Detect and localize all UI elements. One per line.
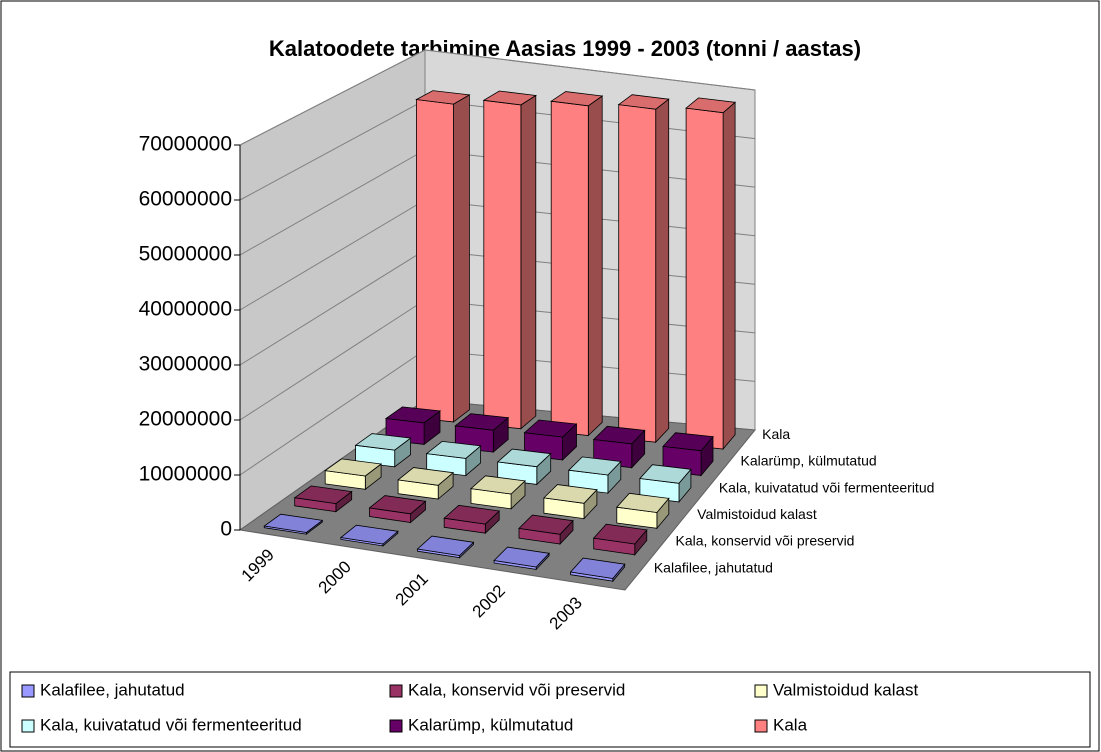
bar-side [587,95,603,437]
y-tick-label: 20000000 [139,408,232,431]
bar [425,440,482,477]
bar [415,90,471,423]
legend-label: Kala, kuivatatud või fermenteeritud [40,715,302,734]
legend-swatch [754,719,768,733]
bar [569,557,626,583]
bar [293,485,353,513]
bar-side [722,101,736,451]
bar-top [518,514,574,535]
legend-box [9,671,1091,748]
bar-top [550,91,604,107]
bar [592,523,648,556]
y-tick-label: 60000000 [139,188,232,211]
bar-front [415,99,454,423]
bar-top [416,535,475,556]
y-tick-label: 50000000 [139,243,232,266]
bar [324,458,383,491]
series-axis-label: Valmistoidud kalast [697,506,817,522]
bar-top [617,94,670,110]
y-tick-label: 70000000 [139,133,232,156]
bar-side [655,98,670,444]
bar-front [550,100,589,436]
series-axis-label: Kalafilee, jahutatud [654,559,773,575]
legend-swatch [21,684,35,698]
bar [518,514,574,546]
bar [592,425,646,469]
bar-top [339,524,399,545]
bar [550,91,604,437]
series-axis-label: Kalarümp, külmutatud [741,453,877,469]
series-axis-label: Kala, konservid või preservid [676,533,855,549]
bar-top [639,464,692,484]
bar-top [496,448,552,468]
bar [685,97,737,451]
bar-top [592,425,646,445]
bar-top [592,523,648,545]
chart-title: Kalatoodete tarbimine Aasias 1999 - 2003… [269,36,861,61]
grid-line [239,49,756,146]
legend-label: Valmistoidud kalast [773,680,918,699]
bar [368,495,427,524]
bar [416,535,475,559]
bar-side [520,94,537,430]
bar-top [397,467,455,486]
bar [543,484,598,520]
bar-top [384,406,442,424]
bar-front [618,104,657,443]
bar-front [685,107,724,450]
y-tick-label: 0 [220,518,232,541]
bar [496,448,552,486]
bar [617,94,670,444]
bar [493,546,550,571]
bar [482,90,537,430]
legend-label: Kala, konservid või preservid [408,680,625,699]
bar-top [443,504,501,525]
bar [354,433,412,468]
bar-top [569,557,626,579]
bar-front [483,99,522,430]
legend-swatch [389,684,403,698]
series-axis-label: Kala [762,426,790,442]
bar [639,464,692,504]
legend-label: Kala [773,715,808,734]
series-axis-label: Kala, kuivatatud või fermenteeritud [719,479,935,495]
legend-swatch [754,684,768,698]
bar [397,467,455,500]
bar-top [415,90,471,105]
bar-top [454,413,510,431]
y-tick-label: 40000000 [139,298,232,321]
y-tick-label: 10000000 [139,463,232,486]
bar-top [470,475,526,495]
bar-top [263,513,324,533]
legend-swatch [389,719,403,733]
bar-top [543,484,598,504]
bar-top [293,485,353,505]
bar-top [523,419,578,438]
bar [339,524,399,547]
bar [470,475,526,510]
legend-swatch [21,719,35,733]
legend-label: Kalafilee, jahutatud [40,680,185,699]
legend-label: Kalarümp, külmutatud [408,715,573,734]
bar [443,504,501,535]
bar-top [354,433,412,451]
bar-top [662,432,714,452]
bar-top [615,492,670,513]
bar-top [425,440,482,459]
bar-top [685,97,737,114]
bar-top [324,458,383,477]
bar-top [368,495,427,515]
bar-top [482,90,537,106]
y-tick-label: 30000000 [139,353,232,376]
bar-side [453,94,470,423]
bar-top [567,456,622,476]
bar-top [493,546,550,568]
bar [263,513,324,535]
bar [615,492,670,530]
